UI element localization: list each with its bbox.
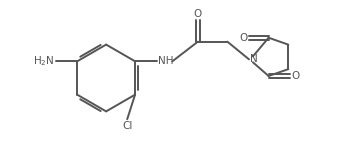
Text: N: N [250, 54, 258, 64]
Text: Cl: Cl [122, 121, 132, 131]
Text: O: O [240, 33, 248, 43]
Text: O: O [291, 71, 300, 81]
Text: O: O [194, 9, 202, 19]
Text: H$_2$N: H$_2$N [33, 54, 55, 68]
Text: NH: NH [158, 56, 173, 66]
